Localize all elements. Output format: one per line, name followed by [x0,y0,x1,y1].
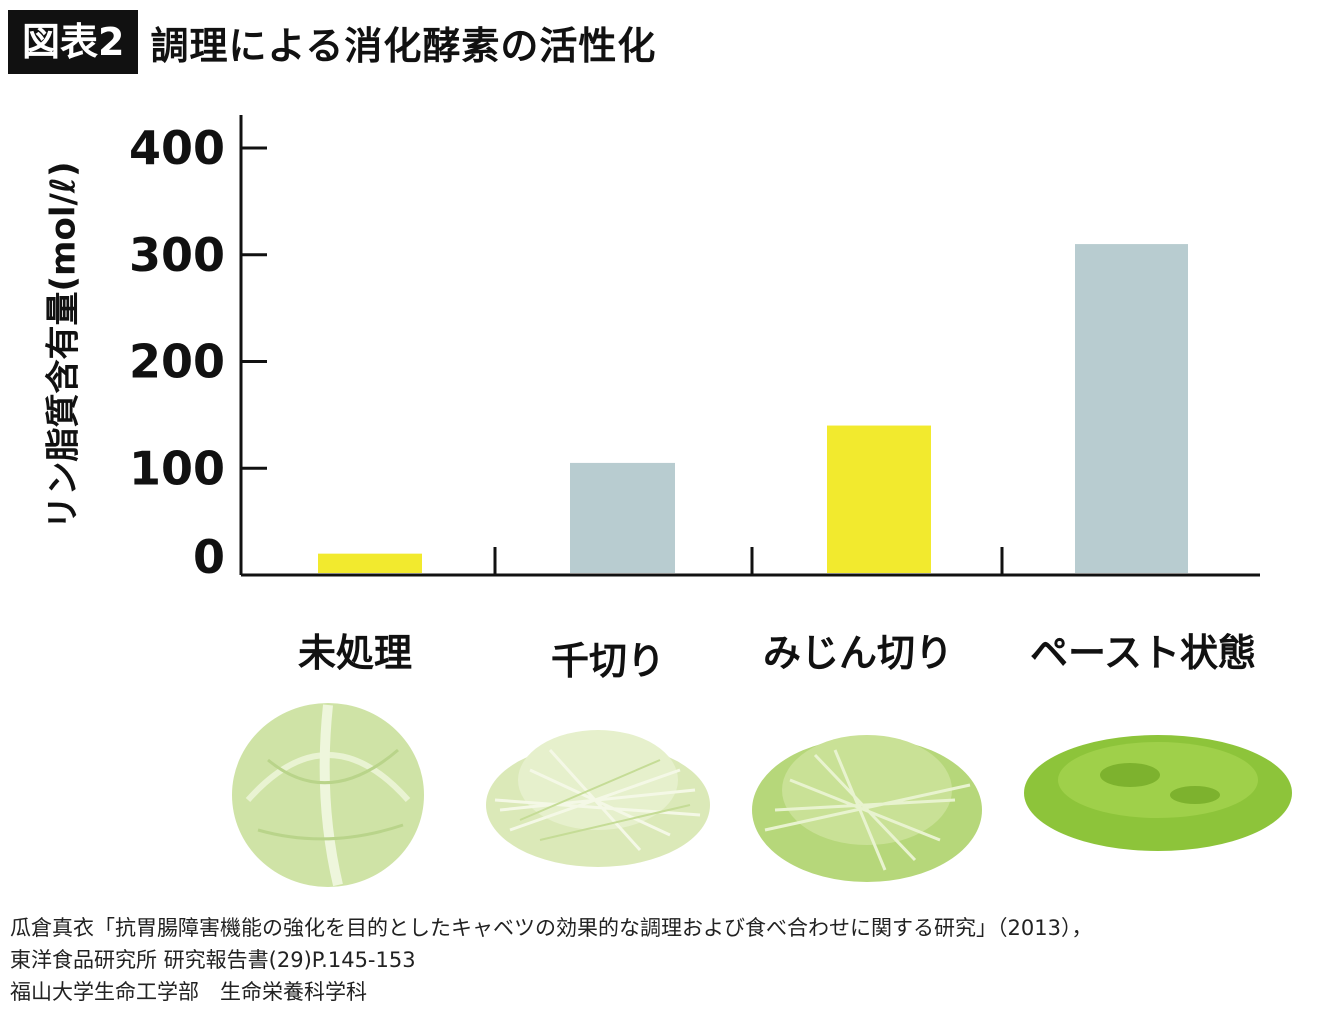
figure-badge: 図表2 [8,10,139,74]
figure-title: 調理による消化酵素の活性化 [150,23,657,68]
y-tick-label: 400 [129,121,225,175]
source-line-2: 東洋食品研究所 研究報告書(29)P.145-153 [10,948,416,972]
y-tick-label: 0 [193,530,225,584]
bar-3 [1075,244,1188,573]
category-label-1: 千切り [550,639,666,683]
category-label-3: ペースト状態 [1029,631,1257,675]
y-tick-label: 200 [129,335,225,389]
bar-2 [827,425,931,573]
source-citation: 瓜倉真衣「抗胃腸障害機能の強化を目的としたキャベツの効果的な調理および食べ合わせ… [10,912,1092,1008]
category-label-2: みじん切り [762,631,954,675]
cabbage-paste-image [1024,735,1292,851]
y-tick-label: 100 [129,441,225,495]
bar-0 [318,553,422,573]
bar-1 [570,462,675,573]
minced-cabbage-image [752,735,982,882]
figure-header: 図表2 調理による消化酵素の活性化 [8,10,656,74]
category-label-0: 未処理 [297,631,413,675]
whole-cabbage-image [232,703,424,887]
shredded-cabbage-image [486,730,710,867]
bar-chart: 0 100 200 300 400 [129,115,1260,584]
source-line-3: 福山大学生命工学部 生命栄養科学科 [10,980,367,1004]
source-line-1: 瓜倉真衣「抗胃腸障害機能の強化を目的としたキャベツの効果的な調理および食べ合わせ… [10,916,1093,940]
y-tick-label: 300 [129,228,225,282]
